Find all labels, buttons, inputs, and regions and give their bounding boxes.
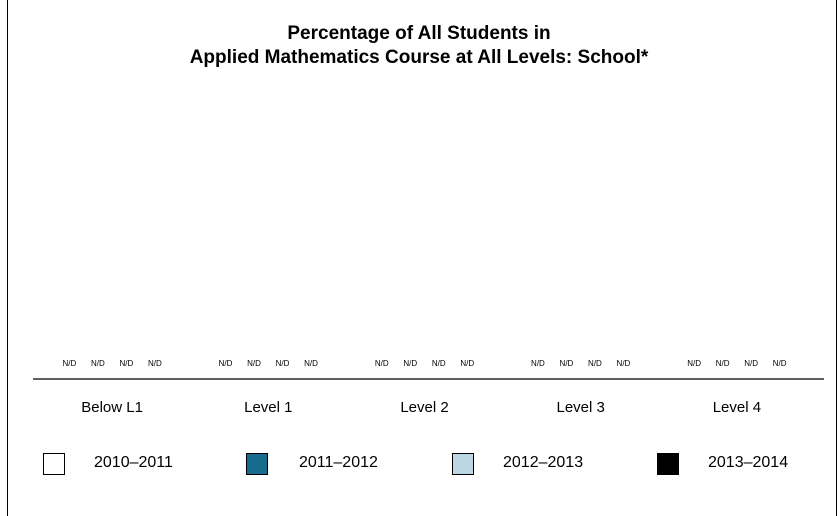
value-label-2-1: N/D	[403, 359, 417, 368]
value-label-4-3: N/D	[773, 359, 787, 368]
value-label-0-3: N/D	[148, 359, 162, 368]
value-label-1-3: N/D	[304, 359, 318, 368]
legend-swatch-0	[43, 453, 65, 475]
legend-swatch-2	[452, 453, 474, 475]
value-label-0-0: N/D	[62, 359, 76, 368]
value-label-0-1: N/D	[91, 359, 105, 368]
value-label-3-3: N/D	[617, 359, 631, 368]
category-label-3: Level 3	[557, 399, 605, 416]
legend-label-2: 2012–2013	[503, 454, 584, 471]
chart-title-line-2: Applied Mathematics Course at All Levels…	[189, 47, 649, 68]
category-label-1: Level 1	[244, 399, 292, 416]
category-label-4: Level 4	[713, 399, 761, 416]
legend-swatch-3	[657, 453, 679, 475]
chart-title: Percentage of All Students in Applied Ma…	[0, 22, 838, 70]
bar-chart-plot: N/D N/D N/D N/D Below L1 N/D N/D N/D N/D Level 1 N…	[33, 359, 824, 416]
category-label-2: Level 2	[400, 399, 448, 416]
value-label-4-2: N/D	[744, 359, 758, 368]
chart-title-line-1: Percentage of All Students in	[287, 23, 551, 44]
legend-label-1: 2011–2012	[299, 454, 378, 471]
value-label-4-0: N/D	[687, 359, 701, 368]
value-label-0-2: N/D	[119, 359, 133, 368]
category-label-0: Below L1	[81, 399, 143, 416]
legend-label-3: 2013–2014	[708, 454, 789, 471]
value-label-3-2: N/D	[588, 359, 602, 368]
value-label-2-2: N/D	[432, 359, 446, 368]
frame-right-border	[836, 0, 837, 516]
value-label-2-3: N/D	[460, 359, 474, 368]
value-label-1-2: N/D	[276, 359, 290, 368]
value-label-3-0: N/D	[531, 359, 545, 368]
value-label-2-0: N/D	[375, 359, 389, 368]
value-label-3-1: N/D	[560, 359, 574, 368]
value-label-4-1: N/D	[716, 359, 730, 368]
value-label-1-1: N/D	[247, 359, 261, 368]
legend: 2010–2011 2011–2012 2012–2013 2013–2014	[0, 450, 838, 480]
value-label-1-0: N/D	[219, 359, 233, 368]
frame-left-border	[7, 0, 8, 516]
legend-swatch-1	[246, 453, 268, 475]
legend-label-0: 2010–2011	[94, 454, 173, 471]
